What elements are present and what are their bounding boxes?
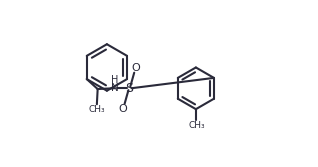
Text: O: O bbox=[119, 104, 128, 114]
Text: S: S bbox=[125, 82, 134, 95]
Text: N: N bbox=[111, 83, 119, 93]
Text: CH₃: CH₃ bbox=[189, 121, 205, 130]
Text: O: O bbox=[131, 63, 140, 73]
Text: H: H bbox=[111, 75, 119, 85]
Text: CH₃: CH₃ bbox=[88, 105, 105, 114]
